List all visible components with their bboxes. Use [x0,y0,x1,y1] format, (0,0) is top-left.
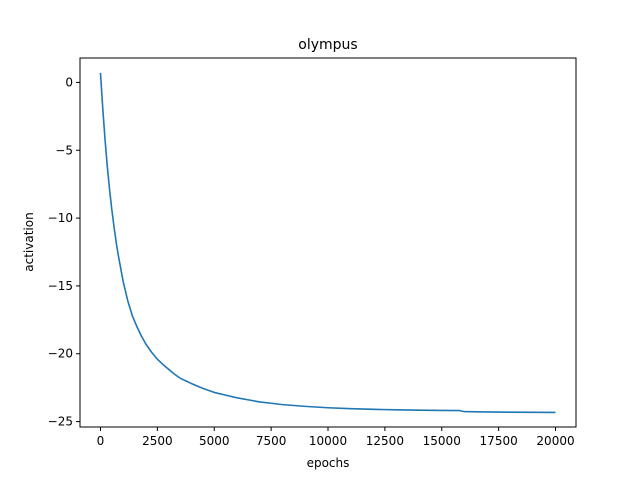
series-line-0 [99,72,556,414]
x-axis-label: epochs [307,456,350,470]
x-tick-label: 15000 [423,434,461,448]
x-tick-label: 0 [97,434,105,448]
x-tick-label: 12500 [366,434,404,448]
x-tick-label: 20000 [536,434,574,448]
y-axis-ticks: 0 −5 −10 −15 −20 −25 [48,75,80,429]
y-tick-label: −20 [48,347,73,361]
x-tick-label: 7500 [256,434,287,448]
y-tick-label: −5 [55,143,73,157]
y-tick-label: −10 [48,211,73,225]
y-tick-label: 0 [65,75,73,89]
x-axis-ticks: 0 2500 5000 7500 10000 12500 15000 17500 20000 [97,427,575,448]
y-tick-label: −15 [48,279,73,293]
chart-title: olympus [298,37,357,53]
x-tick-label: 17500 [480,434,518,448]
plot-area-frame [79,57,577,428]
x-tick-label: 5000 [199,434,230,448]
y-tick-label: −25 [48,415,73,429]
y-axis-label: activation [22,212,36,271]
x-tick-label: 10000 [309,434,347,448]
x-tick-label: 2500 [142,434,173,448]
series-layer [99,72,556,414]
